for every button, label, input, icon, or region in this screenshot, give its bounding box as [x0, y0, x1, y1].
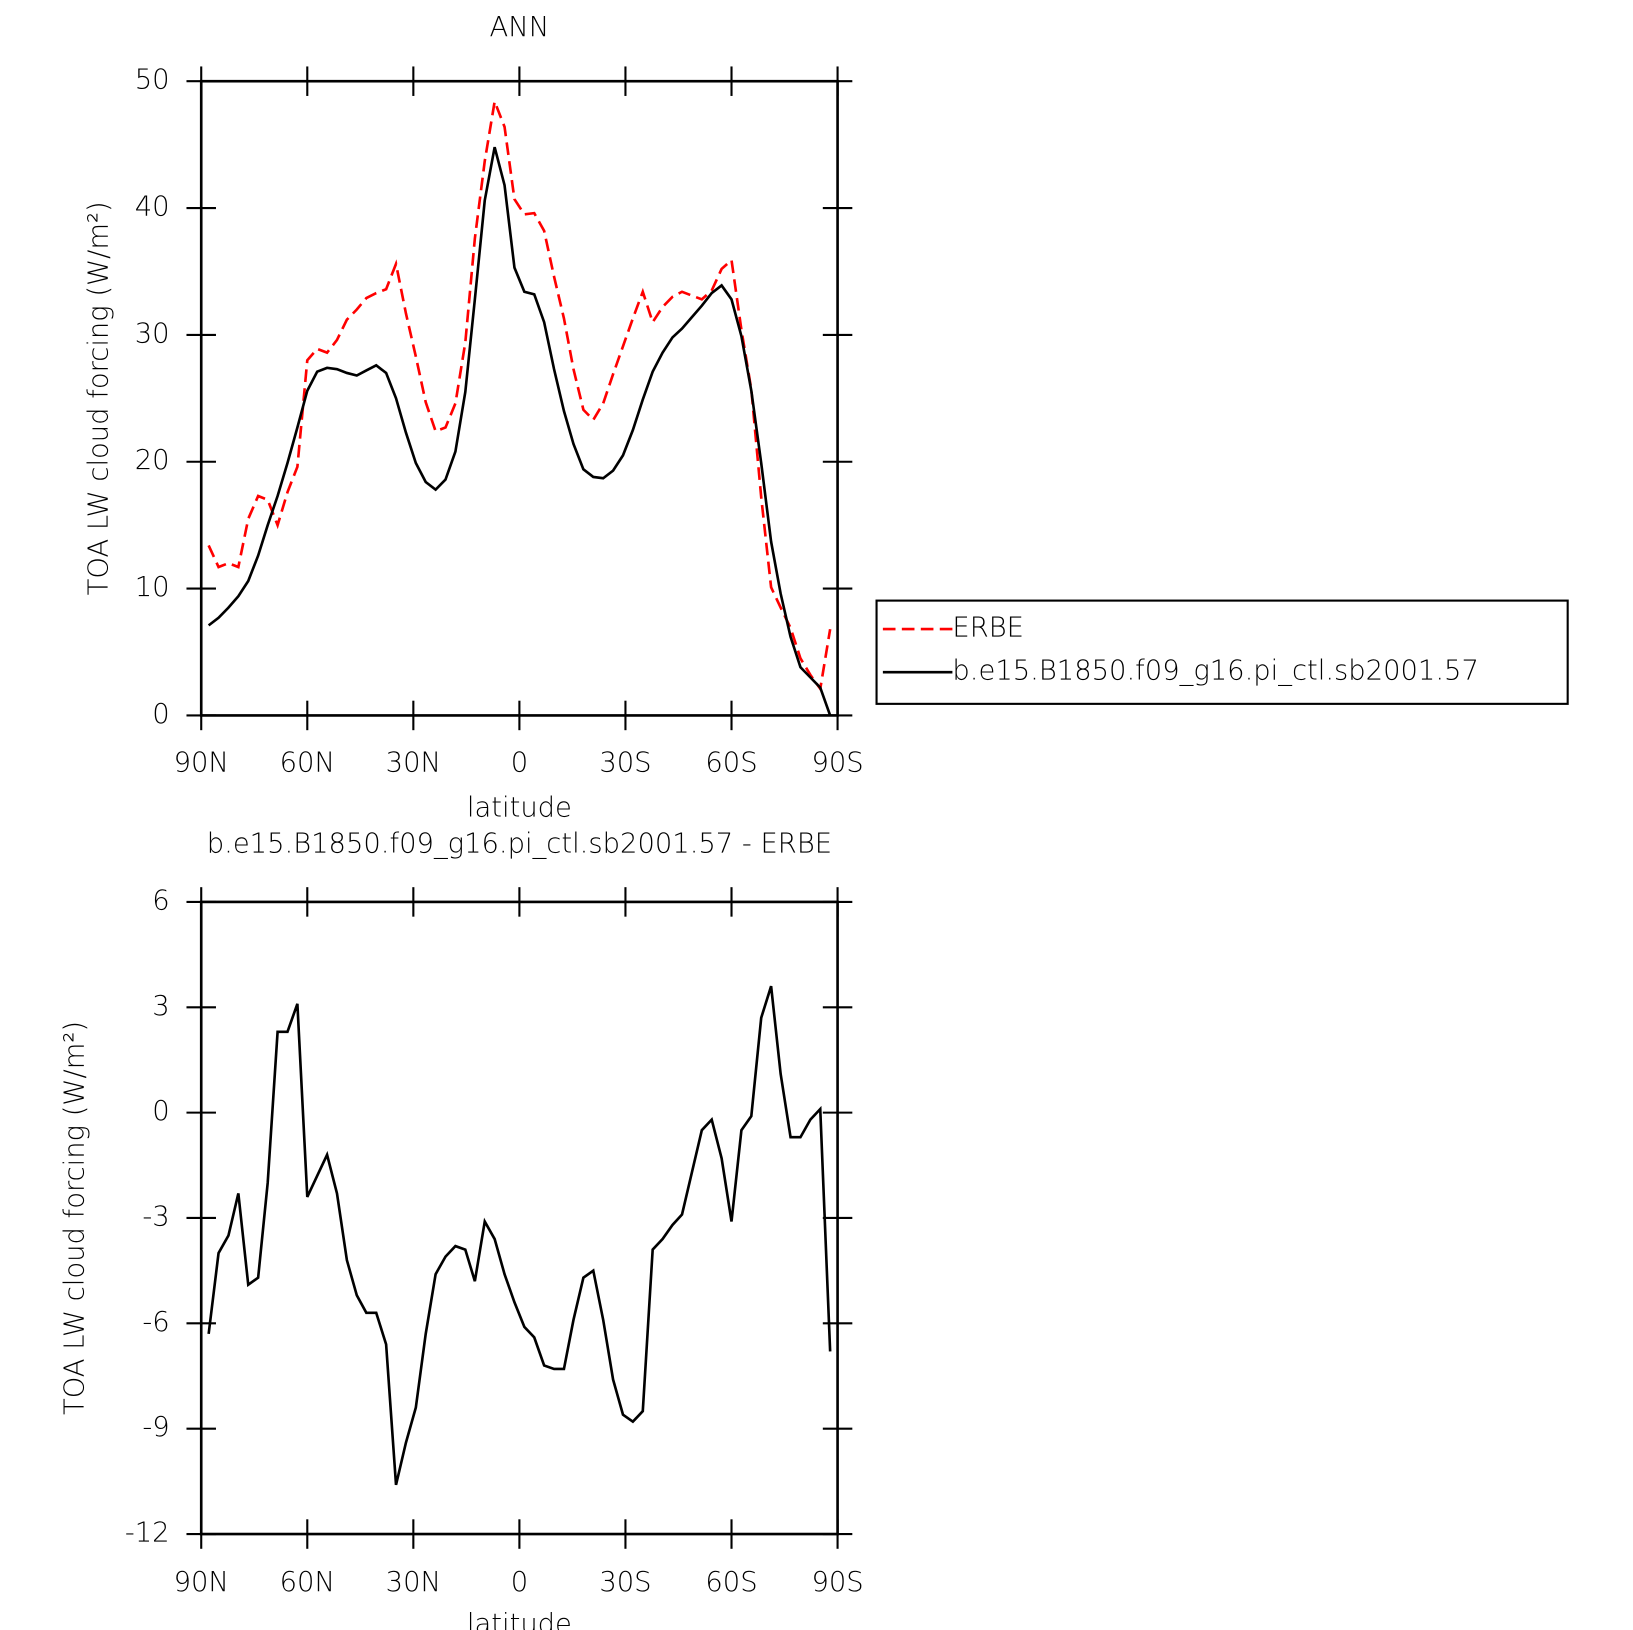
x-axis-label: latitude	[467, 1609, 572, 1630]
plot-frame	[199, 79, 839, 717]
x-tick-label: 30N	[386, 747, 441, 778]
y-tick-label: 10	[135, 572, 170, 603]
x-tick-label: 30S	[599, 1567, 651, 1598]
y-tick-label: -12	[125, 1518, 170, 1549]
y-tick-label: 30	[135, 318, 170, 349]
x-tick-label: 90N	[174, 1567, 229, 1598]
plot-frame	[199, 900, 839, 1536]
y-tick-label: 3	[152, 991, 169, 1022]
y-tick-label: 0	[152, 1096, 169, 1127]
data-line	[207, 96, 832, 693]
x-axis-label: latitude	[467, 793, 572, 824]
y-tick-label: 40	[135, 192, 170, 223]
data-line	[207, 146, 832, 716]
y-tick-label: 0	[152, 699, 169, 730]
data-line	[207, 985, 832, 1486]
x-tick-label: 60S	[705, 747, 757, 778]
y-tick-label: 6	[152, 885, 169, 916]
x-tick-label: 0	[511, 1567, 528, 1598]
x-tick-label: 90S	[811, 1567, 863, 1598]
legend-label: ERBE	[952, 613, 1024, 644]
x-tick-label: 90S	[811, 747, 863, 778]
legend-label: b.e15.B1850.f09_g16.pi_ctl.sb2001.57	[952, 656, 1478, 687]
y-tick-label: -9	[142, 1412, 169, 1443]
legend-box	[875, 599, 1569, 705]
chart-title: ANN	[490, 12, 550, 43]
x-tick-label: 60N	[280, 1567, 335, 1598]
y-tick-label: -6	[142, 1307, 169, 1338]
x-tick-label: 30S	[599, 747, 651, 778]
y-axis-label: TOA LW cloud forcing (W/m²)	[84, 201, 115, 595]
x-tick-label: 90N	[174, 747, 229, 778]
x-tick-label: 60N	[280, 747, 335, 778]
x-tick-label: 30N	[386, 1567, 441, 1598]
y-tick-label: -3	[142, 1201, 169, 1232]
chart-title: b.e15.B1850.f09_g16.pi_ctl.sb2001.57 - E…	[207, 829, 832, 860]
x-tick-label: 0	[511, 747, 528, 778]
x-tick-label: 60S	[705, 1567, 757, 1598]
y-axis-label: TOA LW cloud forcing (W/m²)	[59, 1021, 90, 1415]
y-tick-label: 50	[135, 65, 170, 96]
y-tick-label: 20	[135, 445, 170, 476]
